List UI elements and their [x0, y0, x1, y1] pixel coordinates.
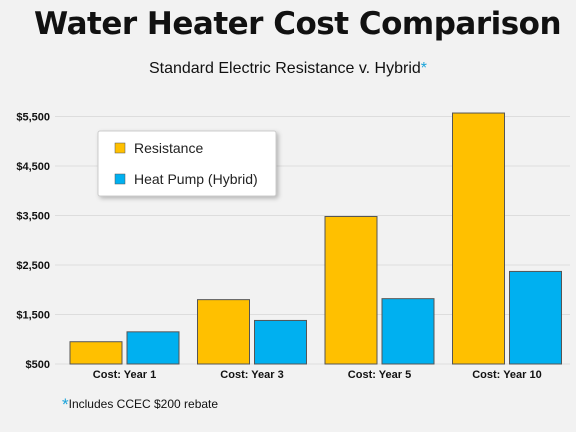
bar-heat-pump [509, 270, 562, 365]
legend-box [97, 130, 277, 197]
bar-resistance [324, 215, 378, 365]
bar-heat-pump [254, 319, 307, 365]
x-tick-label: Cost: Year 1 [93, 369, 156, 381]
footnote: *Includes CCEC $200 rebate [62, 395, 218, 415]
y-tick-label: $2,500 [16, 260, 50, 272]
legend-label-heat-pump: Heat Pump (Hybrid) [134, 171, 258, 187]
bar-resistance [452, 112, 505, 365]
subtitle-text: Standard Electric Resistance v. Hybrid [148, 60, 421, 77]
x-tick-label: Cost: Year 5 [348, 369, 411, 381]
chart-subtitle: Standard Electric Resistance v. Hybrid* [0, 60, 576, 78]
subtitle-asterisk: * [420, 60, 428, 77]
y-tick-label: $1,500 [16, 310, 50, 322]
bar-heat-pump [126, 331, 180, 365]
chart-title: Water Heater Cost Comparison [34, 6, 562, 42]
x-tick-label: Cost: Year 3 [220, 369, 283, 381]
legend-label-resistance: Resistance [134, 140, 203, 156]
footnote-text: Includes CCEC $200 rebate [68, 397, 219, 411]
y-tick-label: $500 [26, 359, 50, 371]
bar-resistance [69, 341, 123, 365]
bar-heat-pump [381, 298, 435, 365]
footnote-asterisk: * [62, 395, 69, 414]
y-tick-label: $3,500 [16, 211, 50, 223]
y-tick-label: $5,500 [16, 112, 50, 124]
y-tick-label: $4,500 [16, 161, 50, 173]
bar-resistance [197, 299, 250, 365]
legend-swatch-heat-pump [114, 173, 126, 185]
x-tick-label: Cost: Year 10 [472, 369, 542, 381]
legend-swatch-resistance [114, 142, 126, 154]
